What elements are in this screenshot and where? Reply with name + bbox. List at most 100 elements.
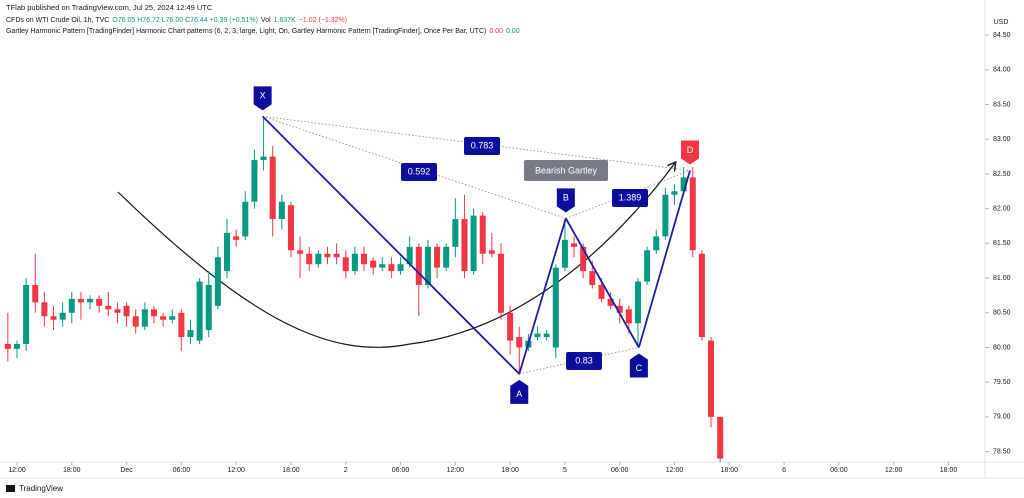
y-tick-label: 82.00 bbox=[993, 205, 1011, 212]
candle-body bbox=[589, 271, 596, 286]
candle-body bbox=[150, 309, 157, 317]
candle-body bbox=[507, 312, 514, 341]
candle-body bbox=[333, 253, 340, 258]
candle-body bbox=[251, 160, 258, 202]
candle-body bbox=[552, 267, 559, 348]
brand: TradingView bbox=[19, 484, 63, 493]
candle-body bbox=[680, 177, 687, 192]
point-label: D bbox=[687, 145, 694, 155]
candle-body bbox=[361, 253, 368, 265]
candle-body bbox=[479, 215, 486, 254]
candle-body bbox=[370, 260, 377, 268]
x-tick-label: 06:00 bbox=[392, 467, 410, 474]
candle-body bbox=[671, 191, 678, 195]
candle-body bbox=[415, 246, 422, 286]
candle-body bbox=[607, 298, 614, 306]
candle-body bbox=[13, 344, 20, 349]
candle-body bbox=[87, 298, 94, 303]
y-tick-label: 84.00 bbox=[993, 67, 1011, 74]
candle-body bbox=[306, 253, 313, 265]
candle-body bbox=[342, 257, 349, 272]
candle-body bbox=[424, 246, 431, 286]
candle-body bbox=[397, 264, 404, 272]
indicator-line: Gartley Harmonic Pattern [TradingFinder]… bbox=[6, 28, 523, 35]
point-marker bbox=[629, 353, 648, 378]
candle-body bbox=[698, 253, 705, 338]
candle-body bbox=[50, 316, 57, 320]
symbol: CFDs on WTI Crude Oil, 1h, TVC bbox=[6, 17, 110, 24]
candle-body bbox=[434, 246, 441, 268]
x-tick-label: 12:00 bbox=[666, 467, 684, 474]
y-tick-label: 83.00 bbox=[993, 136, 1011, 143]
candle-body bbox=[379, 264, 386, 268]
ratio-label: 0.83 bbox=[575, 355, 593, 365]
candle-body bbox=[114, 309, 121, 313]
x-tick-label: 18:00 bbox=[282, 467, 300, 474]
candle-body bbox=[224, 232, 231, 272]
candle-body bbox=[497, 253, 504, 313]
y-tick-label: 81.00 bbox=[993, 275, 1011, 282]
candle-body bbox=[543, 333, 550, 338]
candle-body bbox=[388, 264, 395, 272]
point-marker bbox=[510, 379, 529, 404]
x-tick-label: Dec bbox=[120, 467, 133, 474]
volume: 1.637K bbox=[273, 17, 296, 24]
candle-body bbox=[625, 309, 632, 324]
candle-body bbox=[516, 337, 523, 348]
ratio-box bbox=[612, 189, 648, 207]
x-tick-label: 06:00 bbox=[173, 467, 191, 474]
point-label: A bbox=[516, 389, 522, 399]
point-label: C bbox=[636, 363, 643, 373]
x-tick-label: 12:00 bbox=[227, 467, 245, 474]
x-tick-label: 5 bbox=[563, 467, 567, 474]
candle-body bbox=[689, 177, 696, 251]
candle-body bbox=[616, 305, 623, 313]
candle-body bbox=[452, 219, 459, 247]
candle-body bbox=[561, 239, 568, 268]
y-tick-label: 80.50 bbox=[993, 310, 1011, 317]
footer-logo bbox=[6, 485, 15, 492]
candle-body bbox=[708, 340, 715, 417]
curve-arrow bbox=[117, 163, 675, 348]
indicator-value: 0.00 bbox=[505, 28, 520, 35]
point-marker bbox=[253, 86, 272, 111]
candle-body bbox=[287, 205, 294, 251]
candle-body bbox=[461, 219, 468, 272]
ratio-label: 0.783 bbox=[471, 140, 494, 150]
candle-body bbox=[205, 285, 212, 331]
candle-body bbox=[278, 201, 285, 220]
y-tick-label: 83.50 bbox=[993, 101, 1011, 108]
legend-line: CFDs on WTI Crude Oil, 1h, TVC O76.05 H76… bbox=[6, 17, 350, 24]
point-label: X bbox=[260, 91, 266, 101]
candle-body bbox=[23, 285, 30, 345]
candle-body bbox=[41, 302, 48, 317]
ratio-box bbox=[566, 352, 602, 370]
candle-body bbox=[132, 316, 139, 327]
candle-body bbox=[214, 257, 221, 306]
candle-body bbox=[351, 253, 358, 272]
candle-body bbox=[4, 344, 11, 349]
x-tick-label: 12:00 bbox=[885, 467, 903, 474]
candle-body bbox=[123, 305, 130, 317]
candle-body bbox=[634, 281, 641, 324]
candle-body bbox=[96, 298, 103, 306]
y-tick-label: 81.50 bbox=[993, 240, 1011, 247]
candle-body bbox=[534, 333, 541, 338]
candle-body bbox=[77, 298, 84, 303]
pattern-leg bbox=[518, 218, 567, 375]
candle-body bbox=[488, 250, 495, 254]
pattern-leg bbox=[565, 217, 640, 348]
candle-body bbox=[32, 285, 39, 303]
candle-body bbox=[160, 316, 167, 320]
x-tick-label: 12:00 bbox=[8, 467, 26, 474]
candle-body bbox=[169, 316, 176, 320]
candle-body bbox=[470, 215, 477, 272]
candle-body bbox=[662, 194, 669, 237]
candle-body bbox=[59, 312, 66, 320]
candle-body bbox=[196, 281, 203, 341]
candle-body bbox=[644, 250, 651, 282]
point-marker bbox=[556, 188, 575, 213]
x-tick-label: 6 bbox=[782, 467, 786, 474]
y-tick-label: 79.50 bbox=[993, 379, 1011, 386]
